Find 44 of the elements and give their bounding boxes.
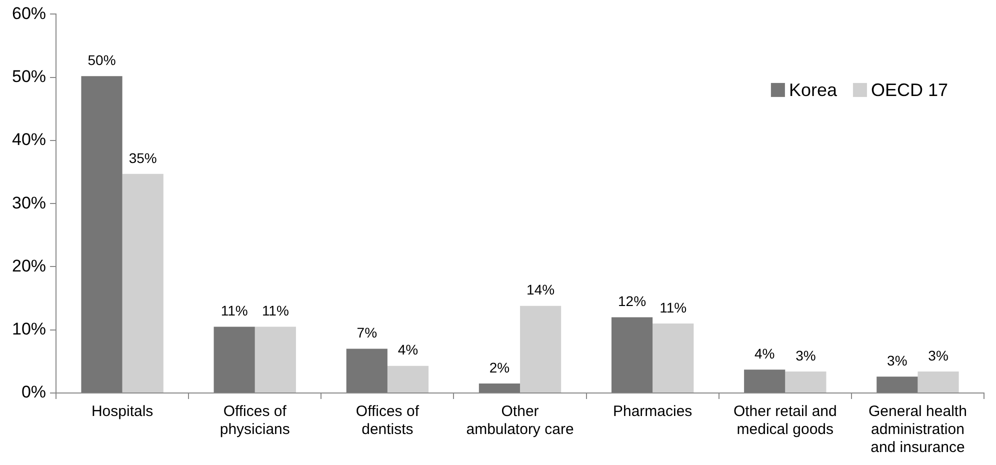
x-tick-label: Other ambulatory care xyxy=(466,403,574,438)
y-tick-label: 30% xyxy=(12,193,46,212)
bar xyxy=(652,324,694,392)
data-label: 50% xyxy=(88,52,116,68)
bar xyxy=(785,372,826,392)
data-label: 7% xyxy=(356,324,378,341)
x-tick-label: General health administration and insurance xyxy=(868,403,967,456)
data-label: 3% xyxy=(887,352,908,368)
y-tick-label: 0% xyxy=(21,382,46,402)
bar xyxy=(214,326,255,392)
x-tick-label: Hospitals xyxy=(91,403,154,420)
bar xyxy=(918,372,959,392)
data-label: 4% xyxy=(398,342,418,358)
bar xyxy=(478,384,520,392)
data-label: 2% xyxy=(489,359,510,376)
y-tick-label: 40% xyxy=(12,130,46,150)
data-label: 11% xyxy=(262,302,289,319)
x-tick-label: Pharmacies xyxy=(612,403,692,420)
y-tick-label: 20% xyxy=(12,256,46,276)
data-label: 11% xyxy=(220,302,248,319)
x-tick-label: Offices of dentists xyxy=(356,403,420,438)
y-tick-label: 50% xyxy=(12,67,46,86)
data-label: 12% xyxy=(618,293,646,310)
data-label: 14% xyxy=(526,282,555,298)
data-label: 3% xyxy=(928,347,948,364)
data-label: 35% xyxy=(128,150,157,166)
bar xyxy=(520,306,562,392)
bar xyxy=(876,376,918,392)
bar xyxy=(254,326,296,392)
bar xyxy=(81,76,122,392)
data-label: 3% xyxy=(796,347,816,364)
bar xyxy=(346,348,388,392)
x-tick-label: Other retail and medical goods xyxy=(733,403,837,438)
x-tick-label: Offices of physicians xyxy=(220,403,290,438)
bar xyxy=(744,370,786,392)
data-label: 11% xyxy=(660,299,687,316)
legend-label: Korea xyxy=(788,80,838,100)
y-tick-label: 10% xyxy=(12,320,46,339)
legend-label: OECD 17 xyxy=(870,80,948,100)
bar xyxy=(611,317,653,392)
y-tick-label: 60% xyxy=(12,4,46,23)
bar xyxy=(122,174,164,392)
data-label: 4% xyxy=(754,346,775,362)
bar xyxy=(387,366,429,392)
